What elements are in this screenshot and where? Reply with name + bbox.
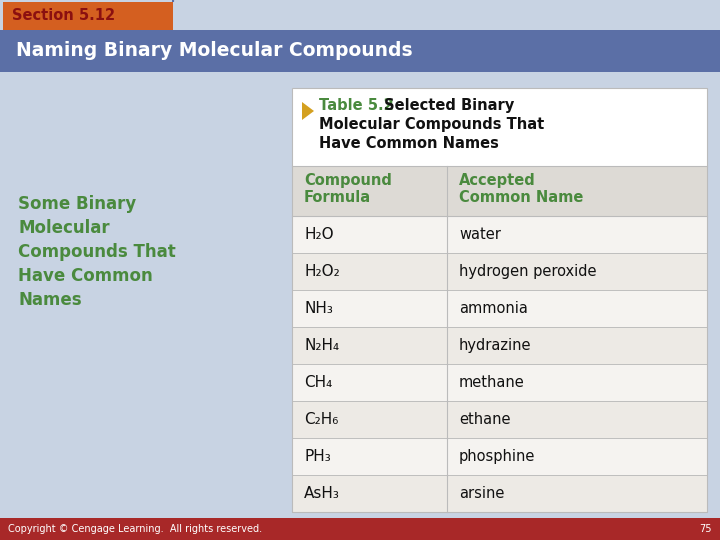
Text: PH₃: PH₃ bbox=[304, 449, 330, 464]
Text: Naming Binary Molecular Compounds: Naming Binary Molecular Compounds bbox=[16, 42, 413, 60]
Text: Some Binary: Some Binary bbox=[18, 195, 136, 213]
Bar bbox=[292, 216, 707, 253]
Text: Have Common Names: Have Common Names bbox=[319, 136, 499, 151]
Bar bbox=[292, 438, 707, 475]
Text: AsH₃: AsH₃ bbox=[304, 486, 340, 501]
Text: Selected Binary: Selected Binary bbox=[379, 98, 514, 113]
Text: Table 5.2: Table 5.2 bbox=[319, 98, 394, 113]
Bar bbox=[292, 327, 707, 364]
Text: methane: methane bbox=[459, 375, 525, 390]
Bar bbox=[0, 518, 720, 540]
Text: Compound: Compound bbox=[304, 173, 392, 188]
Bar bbox=[0, 72, 720, 518]
Text: C₂H₆: C₂H₆ bbox=[304, 412, 338, 427]
Text: Accepted: Accepted bbox=[459, 173, 536, 188]
Text: CH₄: CH₄ bbox=[304, 375, 332, 390]
Bar bbox=[292, 290, 707, 327]
Text: H₂O₂: H₂O₂ bbox=[304, 264, 340, 279]
Text: hydrogen peroxide: hydrogen peroxide bbox=[459, 264, 596, 279]
Text: Molecular: Molecular bbox=[18, 219, 109, 237]
Text: Molecular Compounds That: Molecular Compounds That bbox=[319, 117, 544, 132]
Bar bbox=[292, 475, 707, 512]
Text: phosphine: phosphine bbox=[459, 449, 536, 464]
Text: Common Name: Common Name bbox=[459, 190, 583, 205]
Text: 75: 75 bbox=[700, 524, 712, 534]
Text: Have Common: Have Common bbox=[18, 267, 153, 285]
Text: water: water bbox=[459, 227, 501, 242]
Bar bbox=[0, 30, 720, 72]
Bar bbox=[292, 253, 707, 290]
Bar bbox=[3, 2, 173, 30]
Text: Formula: Formula bbox=[304, 190, 371, 205]
Bar bbox=[292, 88, 707, 512]
Text: Section 5.12: Section 5.12 bbox=[12, 9, 115, 24]
Text: N₂H₄: N₂H₄ bbox=[304, 338, 339, 353]
Bar bbox=[292, 166, 707, 216]
Polygon shape bbox=[302, 102, 314, 120]
Text: Copyright © Cengage Learning.  All rights reserved.: Copyright © Cengage Learning. All rights… bbox=[8, 524, 262, 534]
Text: ethane: ethane bbox=[459, 412, 510, 427]
Text: NH₃: NH₃ bbox=[304, 301, 333, 316]
Text: ammonia: ammonia bbox=[459, 301, 528, 316]
Text: H₂O: H₂O bbox=[304, 227, 333, 242]
Text: hydrazine: hydrazine bbox=[459, 338, 531, 353]
Bar bbox=[292, 364, 707, 401]
Bar bbox=[292, 401, 707, 438]
Text: Names: Names bbox=[18, 291, 81, 309]
Text: Compounds That: Compounds That bbox=[18, 243, 176, 261]
Bar bbox=[292, 88, 707, 512]
Text: arsine: arsine bbox=[459, 486, 505, 501]
